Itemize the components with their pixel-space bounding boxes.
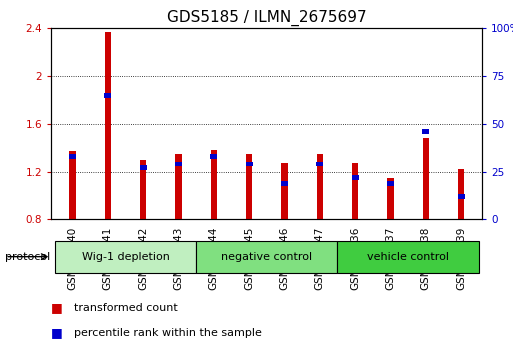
- Bar: [423, 138, 429, 219]
- Bar: [316, 162, 323, 166]
- Bar: [422, 129, 429, 134]
- Text: vehicle control: vehicle control: [367, 252, 449, 262]
- Text: transformed count: transformed count: [74, 303, 178, 313]
- Bar: [352, 163, 358, 219]
- Bar: [458, 194, 465, 199]
- Title: GDS5185 / ILMN_2675697: GDS5185 / ILMN_2675697: [167, 9, 367, 25]
- Bar: [210, 154, 218, 159]
- Text: ■: ■: [51, 326, 63, 339]
- Bar: [281, 163, 288, 219]
- Bar: [175, 162, 182, 166]
- Bar: [69, 152, 76, 219]
- Text: Wig-1 depletion: Wig-1 depletion: [82, 252, 169, 262]
- Text: ■: ■: [51, 302, 63, 314]
- Text: percentile rank within the sample: percentile rank within the sample: [74, 328, 262, 338]
- Bar: [281, 181, 288, 185]
- Bar: [317, 154, 323, 219]
- Bar: [105, 32, 111, 219]
- Bar: [140, 160, 146, 219]
- Bar: [351, 175, 359, 180]
- FancyBboxPatch shape: [196, 241, 338, 273]
- Bar: [246, 154, 252, 219]
- Bar: [140, 165, 147, 170]
- FancyBboxPatch shape: [338, 241, 479, 273]
- Bar: [387, 181, 394, 185]
- Text: protocol: protocol: [5, 252, 50, 262]
- Bar: [69, 154, 76, 159]
- FancyBboxPatch shape: [55, 241, 196, 273]
- Text: negative control: negative control: [221, 252, 312, 262]
- Bar: [175, 154, 182, 219]
- Bar: [387, 178, 393, 219]
- Bar: [246, 162, 252, 166]
- Bar: [458, 169, 464, 219]
- Bar: [104, 93, 111, 98]
- Bar: [211, 150, 217, 219]
